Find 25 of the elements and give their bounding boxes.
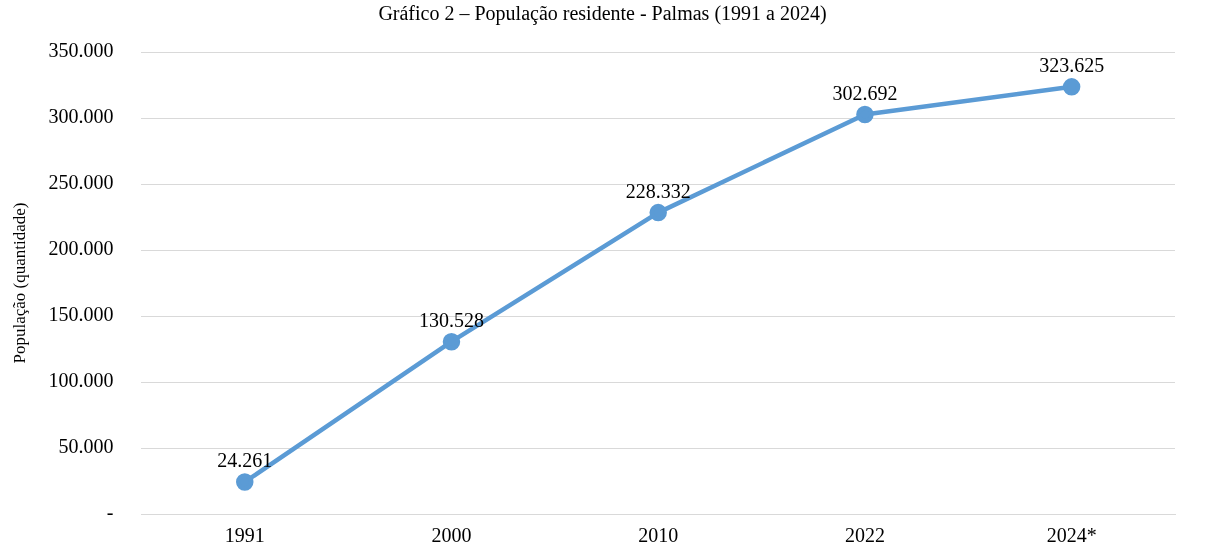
- text: 130.528: [418, 308, 484, 331]
- point: [1062, 78, 1081, 96]
- y-tick-label: 300.000: [48, 105, 114, 128]
- point: [236, 473, 254, 491]
- y-tick-label: 100.000: [48, 369, 114, 392]
- y-axis-title: População (quantidade): [9, 202, 29, 364]
- y-tick-label: 50.000: [58, 435, 114, 458]
- chart-title: Gráfico 2 – População residente - Palmas (1991 a 2024): [377, 1, 828, 26]
- y-tick-label: 200.000: [48, 237, 114, 260]
- x-tick-label: 2022: [844, 524, 885, 547]
- y-tick-label: -: [106, 501, 114, 524]
- y-tick-label: 150.000: [48, 303, 114, 326]
- x-tick-label: 2000: [431, 524, 472, 547]
- text: 302.692: [832, 81, 898, 104]
- point: [442, 332, 461, 351]
- x-tick-label: 1991: [224, 524, 265, 547]
- text: 24.261: [217, 449, 273, 472]
- x-tick-label: 2010: [638, 524, 679, 547]
- text: 228.332: [625, 179, 691, 202]
- point: [649, 203, 667, 222]
- x-tick-label: 2024*: [1046, 524, 1097, 547]
- y-tick-label: 250.000: [48, 171, 114, 194]
- text: 323.625: [1039, 54, 1105, 77]
- y-tick-label: 350.000: [48, 39, 114, 62]
- point: [856, 105, 874, 124]
